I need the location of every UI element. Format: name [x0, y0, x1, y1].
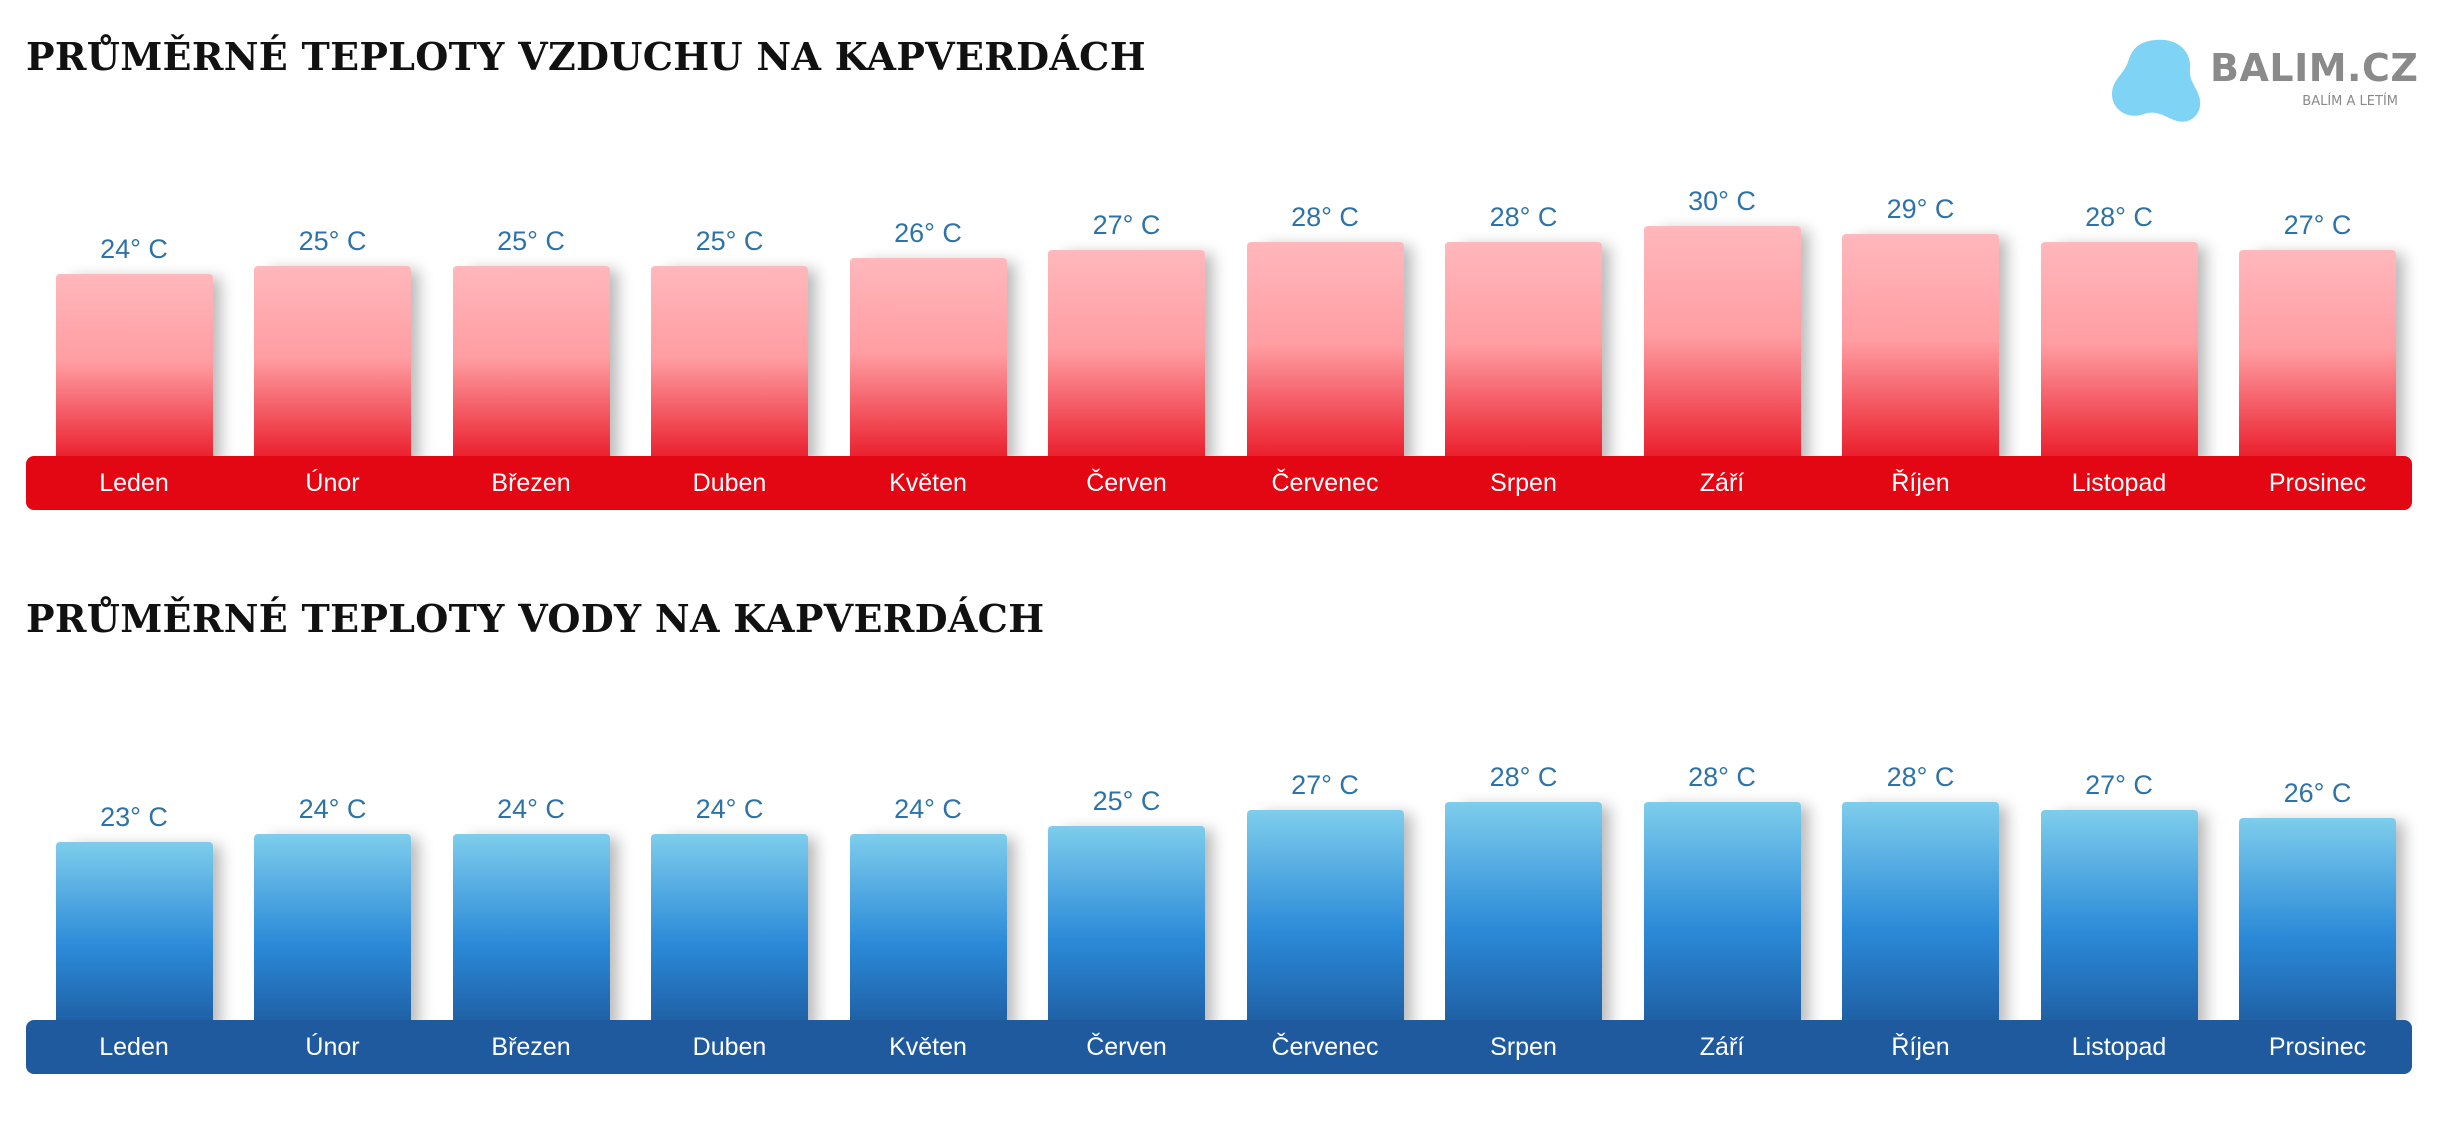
- logo-tagline: BALÍM A LETÍM: [2302, 94, 2398, 109]
- water-bar-7: [1246, 810, 1404, 1034]
- water-value-label-10: 28° C: [1886, 762, 1955, 792]
- water-value-label-3: 24° C: [497, 794, 565, 824]
- air-value-label-2: 25° C: [298, 226, 367, 256]
- water-month-label-12: Prosinec: [2268, 1033, 2367, 1061]
- air-bar-3: [452, 266, 610, 470]
- air-value-label-5: 26° C: [894, 218, 962, 248]
- air-bar-10: [1842, 234, 1999, 470]
- water-bar-6: [1048, 826, 1205, 1034]
- air-month-strip: Leden Únor Březen Duben Květen Červen Červenec…: [26, 456, 2412, 510]
- water-month-label-6: Červen: [1086, 1033, 1167, 1061]
- air-value-label-3: 25° C: [497, 226, 565, 256]
- logo-blob-icon: [2112, 39, 2201, 122]
- air-bar-12: [2239, 250, 2396, 470]
- water-month-strip: Leden Únor Březen Duben Květen Červen Červenec…: [26, 1020, 2412, 1074]
- air-value-label-7: 28° C: [1291, 202, 1359, 232]
- water-value-label-11: 27° C: [2085, 770, 2153, 800]
- water-month-label-10: Říjen: [1891, 1033, 1950, 1061]
- water-value-label-1: 23° C: [100, 802, 168, 832]
- water-value-label-2: 24° C: [298, 794, 367, 824]
- water-month-label-5: Květen: [889, 1033, 967, 1061]
- water-bar-11: [2040, 810, 2198, 1034]
- air-month-label-1: Leden: [99, 469, 169, 497]
- air-temperature-chart: Leden Únor Březen Duben Květen Červen Červenec…: [0, 0, 2442, 560]
- air-value-label-1: 24° C: [100, 234, 168, 264]
- water-value-label-7: 27° C: [1291, 770, 1359, 800]
- air-value-label-11: 28° C: [2085, 202, 2153, 232]
- water-bar-12: [2239, 818, 2396, 1034]
- air-month-label-10: Říjen: [1891, 469, 1950, 497]
- air-bar-1: [55, 274, 213, 470]
- air-month-label-2: Únor: [305, 469, 360, 497]
- air-bar-2: [254, 266, 411, 470]
- water-month-label-1: Leden: [99, 1033, 169, 1061]
- air-month-label-9: Září: [1699, 469, 1745, 497]
- air-bar-6: [1048, 250, 1205, 470]
- air-month-label-7: Červenec: [1271, 469, 1379, 497]
- air-bar-11: [2040, 242, 2198, 470]
- water-month-label-3: Březen: [491, 1033, 571, 1061]
- air-bar-4: [651, 266, 808, 470]
- air-month-label-11: Listopad: [2071, 469, 2167, 497]
- water-value-label-12: 26° C: [2283, 778, 2352, 808]
- air-bar-8: [1445, 242, 1602, 470]
- water-bar-2: [254, 834, 411, 1034]
- air-bar-5: [849, 258, 1007, 470]
- air-bar-7: [1246, 242, 1404, 470]
- water-month-label-2: Únor: [305, 1033, 360, 1061]
- water-month-label-9: Září: [1699, 1033, 1745, 1061]
- water-value-label-6: 25° C: [1092, 786, 1161, 816]
- air-value-label-8: 28° C: [1489, 202, 1558, 232]
- air-bar-9: [1643, 226, 1801, 470]
- air-chart-title: PRŮMĚRNÉ TEPLOTY VZDUCHU NA KAPVERDÁCH: [26, 34, 1146, 79]
- air-month-label-8: Srpen: [1490, 469, 1557, 497]
- air-value-label-9: 30° C: [1688, 186, 1756, 216]
- air-month-label-6: Červen: [1086, 469, 1167, 497]
- water-value-label-5: 24° C: [894, 794, 962, 824]
- air-value-label-4: 25° C: [695, 226, 764, 256]
- logo-name: BALIM.CZ: [2210, 46, 2419, 90]
- water-value-label-9: 28° C: [1688, 762, 1756, 792]
- water-bar-9: [1643, 802, 1801, 1034]
- water-bar-8: [1445, 802, 1602, 1034]
- air-value-label-10: 29° C: [1886, 194, 1955, 224]
- water-bar-5: [849, 834, 1007, 1034]
- water-bar-1: [55, 842, 213, 1034]
- air-month-label-5: Květen: [889, 469, 967, 497]
- water-bar-10: [1842, 802, 1999, 1034]
- water-value-label-4: 24° C: [695, 794, 764, 824]
- air-month-label-4: Duben: [692, 469, 767, 497]
- air-value-label-6: 27° C: [1092, 210, 1161, 240]
- water-chart-title: PRŮMĚRNÉ TEPLOTY VODY NA KAPVERDÁCH: [26, 596, 1045, 641]
- water-month-label-7: Červenec: [1271, 1033, 1379, 1061]
- water-month-label-4: Duben: [692, 1033, 767, 1061]
- water-value-label-8: 28° C: [1489, 762, 1558, 792]
- air-value-label-12: 27° C: [2283, 210, 2352, 240]
- air-month-label-3: Březen: [491, 469, 571, 497]
- water-bar-4: [651, 834, 808, 1034]
- air-month-label-12: Prosinec: [2268, 469, 2367, 497]
- water-month-label-11: Listopad: [2071, 1033, 2167, 1061]
- water-bar-3: [452, 834, 610, 1034]
- logo[interactable]: BALIM.CZ BALÍM A LETÍM: [2100, 34, 2418, 130]
- water-month-label-8: Srpen: [1490, 1033, 1557, 1061]
